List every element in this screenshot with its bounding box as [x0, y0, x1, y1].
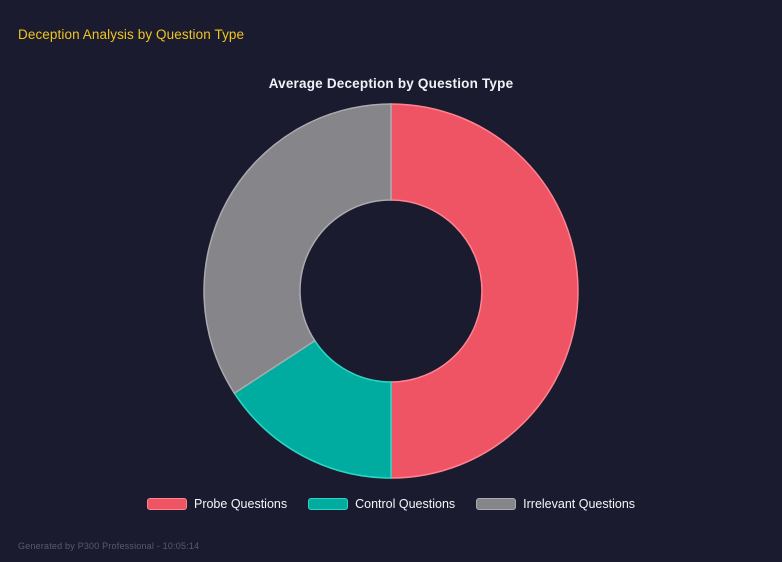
chart-title: Average Deception by Question Type: [268, 76, 514, 91]
legend-label: Control Questions: [355, 497, 456, 511]
donut-segment-2[interactable]: [203, 103, 392, 395]
legend-swatch-icon: [146, 498, 187, 510]
footer-text: Generated by P300 Professional - 10:05:1…: [18, 541, 200, 551]
legend-label: Irrelevant Questions: [523, 497, 636, 511]
legend-item-2[interactable]: Irrelevant Questions: [476, 497, 635, 511]
page-title: Deception Analysis by Question Type: [18, 27, 245, 42]
legend-item-0[interactable]: Probe Questions: [146, 497, 288, 511]
legend-label: Probe Questions: [193, 497, 288, 511]
legend-swatch-icon: [476, 498, 517, 510]
donut-segment-0[interactable]: [390, 103, 579, 479]
legend-item-1[interactable]: Control Questions: [308, 497, 455, 511]
donut-segment-1[interactable]: [233, 339, 392, 479]
legend-swatch-icon: [308, 498, 349, 510]
chart-legend: Probe Questions Control Questions Irreleva…: [0, 497, 782, 511]
